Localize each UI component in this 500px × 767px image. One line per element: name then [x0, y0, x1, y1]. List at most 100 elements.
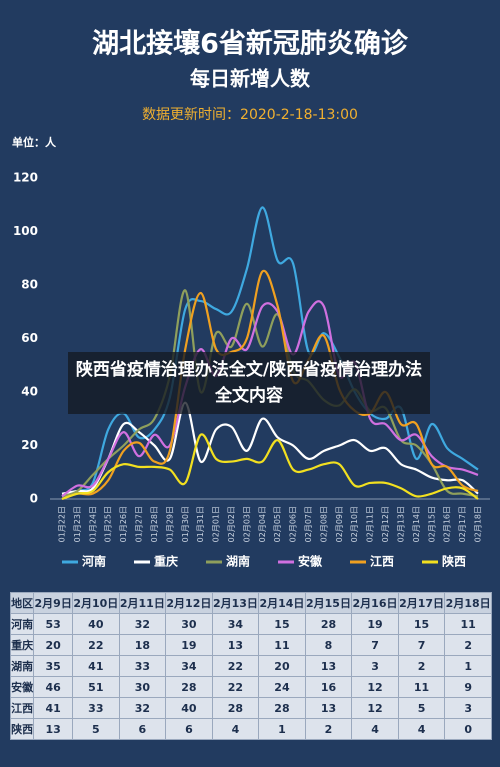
- chart-title: 湖北接壤6省新冠肺炎确诊: [92, 28, 409, 60]
- x-tick-label: 02月15日: [427, 506, 436, 542]
- series-line: [61, 269, 479, 501]
- table-cell: 32: [118, 613, 167, 635]
- table-cell: 22: [211, 676, 260, 698]
- table-cell: 7: [397, 634, 446, 656]
- legend-label: 河南: [81, 554, 106, 569]
- table-cell: 28: [165, 676, 213, 698]
- table-cell: 5: [72, 718, 120, 740]
- table-header-cell: 地区: [9, 592, 35, 614]
- table-header-cell: 2月15日: [304, 592, 353, 614]
- x-tick-label: 01月26日: [119, 506, 128, 542]
- table-cell: 2: [397, 655, 446, 677]
- x-tick-label: 02月14日: [412, 506, 421, 542]
- table-cell: 3: [444, 697, 492, 719]
- x-tick-label: 02月07日: [304, 506, 313, 542]
- table-cell: 35: [33, 655, 74, 677]
- x-tick-label: 01月25日: [104, 506, 113, 542]
- table-cell: 安徽: [9, 676, 35, 698]
- y-tick-label: 60: [21, 331, 38, 345]
- table-row: 湖南 35 41 33 34 22 20 13 3 2 1: [9, 655, 492, 677]
- x-tick-label: 02月12日: [381, 506, 390, 542]
- series-line: [61, 433, 479, 501]
- table-cell: 4: [351, 718, 399, 740]
- table-cell: 18: [118, 634, 167, 656]
- legend-label: 湖南: [226, 554, 250, 569]
- table-cell: 3: [351, 655, 399, 677]
- table-cell: 重庆: [9, 634, 35, 656]
- x-tick-label: 02月13日: [396, 506, 405, 542]
- table-cell: 4: [397, 718, 446, 740]
- x-tick-label: 02月04日: [258, 506, 267, 542]
- chart: 湖北接壤6省新冠肺炎确诊 每日新增人数 数据更新时间：2020-2-18-13:…: [12, 28, 490, 569]
- table-cell: 5: [397, 697, 446, 719]
- x-tick-label: 01月28日: [150, 506, 159, 542]
- x-tick-label: 01月22日: [58, 506, 67, 542]
- table-cell: 24: [258, 676, 306, 698]
- table-header-cell: 2月18日: [444, 592, 492, 614]
- table-cell: 51: [72, 676, 120, 698]
- table-cell: 41: [33, 697, 74, 719]
- series-line: [61, 206, 479, 498]
- table-cell: 34: [165, 655, 213, 677]
- table-cell: 7: [351, 634, 399, 656]
- x-tick-label: 02月02日: [227, 506, 236, 542]
- chart-subtitle: 每日新增人数: [190, 67, 311, 91]
- table-cell: 19: [165, 634, 213, 656]
- legend-label: 江西: [370, 554, 394, 569]
- table-header-cell: 2月10日: [72, 592, 120, 614]
- x-tick-label: 01月31日: [196, 506, 205, 542]
- legend-label: 陕西: [442, 554, 466, 569]
- table-header-cell: 2月17日: [397, 592, 446, 614]
- table-cell: 33: [118, 655, 167, 677]
- table-cell: 11: [397, 676, 446, 698]
- x-tick-label: 02月11日: [366, 506, 375, 542]
- table-cell: 1: [444, 655, 492, 677]
- data-table: 地区 2月9日 2月10日 2月11日 2月12日 2月13日 2月14日 2月15日 2月16…: [9, 592, 492, 740]
- table-cell: 53: [33, 613, 74, 635]
- table-cell: 32: [118, 697, 167, 719]
- table-cell: 6: [118, 718, 167, 740]
- x-tick-label: 01月23日: [73, 506, 82, 542]
- table-cell: 28: [211, 697, 260, 719]
- table-cell: 13: [304, 697, 353, 719]
- table-cell: 13: [211, 634, 260, 656]
- table-row: 陕西 13 5 6 6 4 1 2 4 4 0: [9, 718, 492, 740]
- x-tick-label: 02月01日: [212, 506, 221, 542]
- series-line: [61, 401, 479, 495]
- table-cell: 19: [351, 613, 399, 635]
- x-tick-label: 01月29日: [165, 506, 174, 542]
- table-cell: 20: [258, 655, 306, 677]
- table-cell: 8: [304, 634, 353, 656]
- y-tick-label: 0: [30, 492, 38, 506]
- table-cell: 15: [397, 613, 446, 635]
- update-time: 数据更新时间：2020-2-18-13:00: [142, 107, 358, 123]
- table-cell: 11: [258, 634, 306, 656]
- table-row: 江西 41 33 32 40 28 28 13 12 5 3: [9, 697, 492, 719]
- series-line: [61, 289, 479, 498]
- x-tick-label: 02月10日: [350, 506, 359, 542]
- table-cell: 12: [351, 697, 399, 719]
- x-tick-label: 02月06日: [289, 506, 298, 542]
- table-cell: 1: [258, 718, 306, 740]
- table-cell: 40: [165, 697, 213, 719]
- table-header-cell: 2月13日: [211, 592, 260, 614]
- table-cell: 34: [211, 613, 260, 635]
- y-tick-label: 80: [21, 278, 38, 292]
- table-cell: 15: [258, 613, 306, 635]
- table-cell: 30: [165, 613, 213, 635]
- x-tick-label: 02月16日: [443, 506, 452, 542]
- table-cell: 28: [258, 697, 306, 719]
- x-tick-label: 01月30日: [181, 506, 190, 542]
- table-cell: 13: [304, 655, 353, 677]
- table-cell: 20: [33, 634, 74, 656]
- unit-label: 单位：人: [12, 135, 57, 149]
- table-header-cell: 2月16日: [351, 592, 399, 614]
- table-header-row: 地区 2月9日 2月10日 2月11日 2月12日 2月13日 2月14日 2月15日 2月16…: [9, 592, 492, 614]
- table-cell: 46: [33, 676, 74, 698]
- table-cell: 30: [118, 676, 167, 698]
- x-tick-label: 02月09日: [335, 506, 344, 542]
- x-tick-label: 02月17日: [458, 506, 467, 542]
- table-cell: 28: [304, 613, 353, 635]
- table-row: 安徽 46 51 30 28 22 24 16 12 11 9: [9, 676, 492, 698]
